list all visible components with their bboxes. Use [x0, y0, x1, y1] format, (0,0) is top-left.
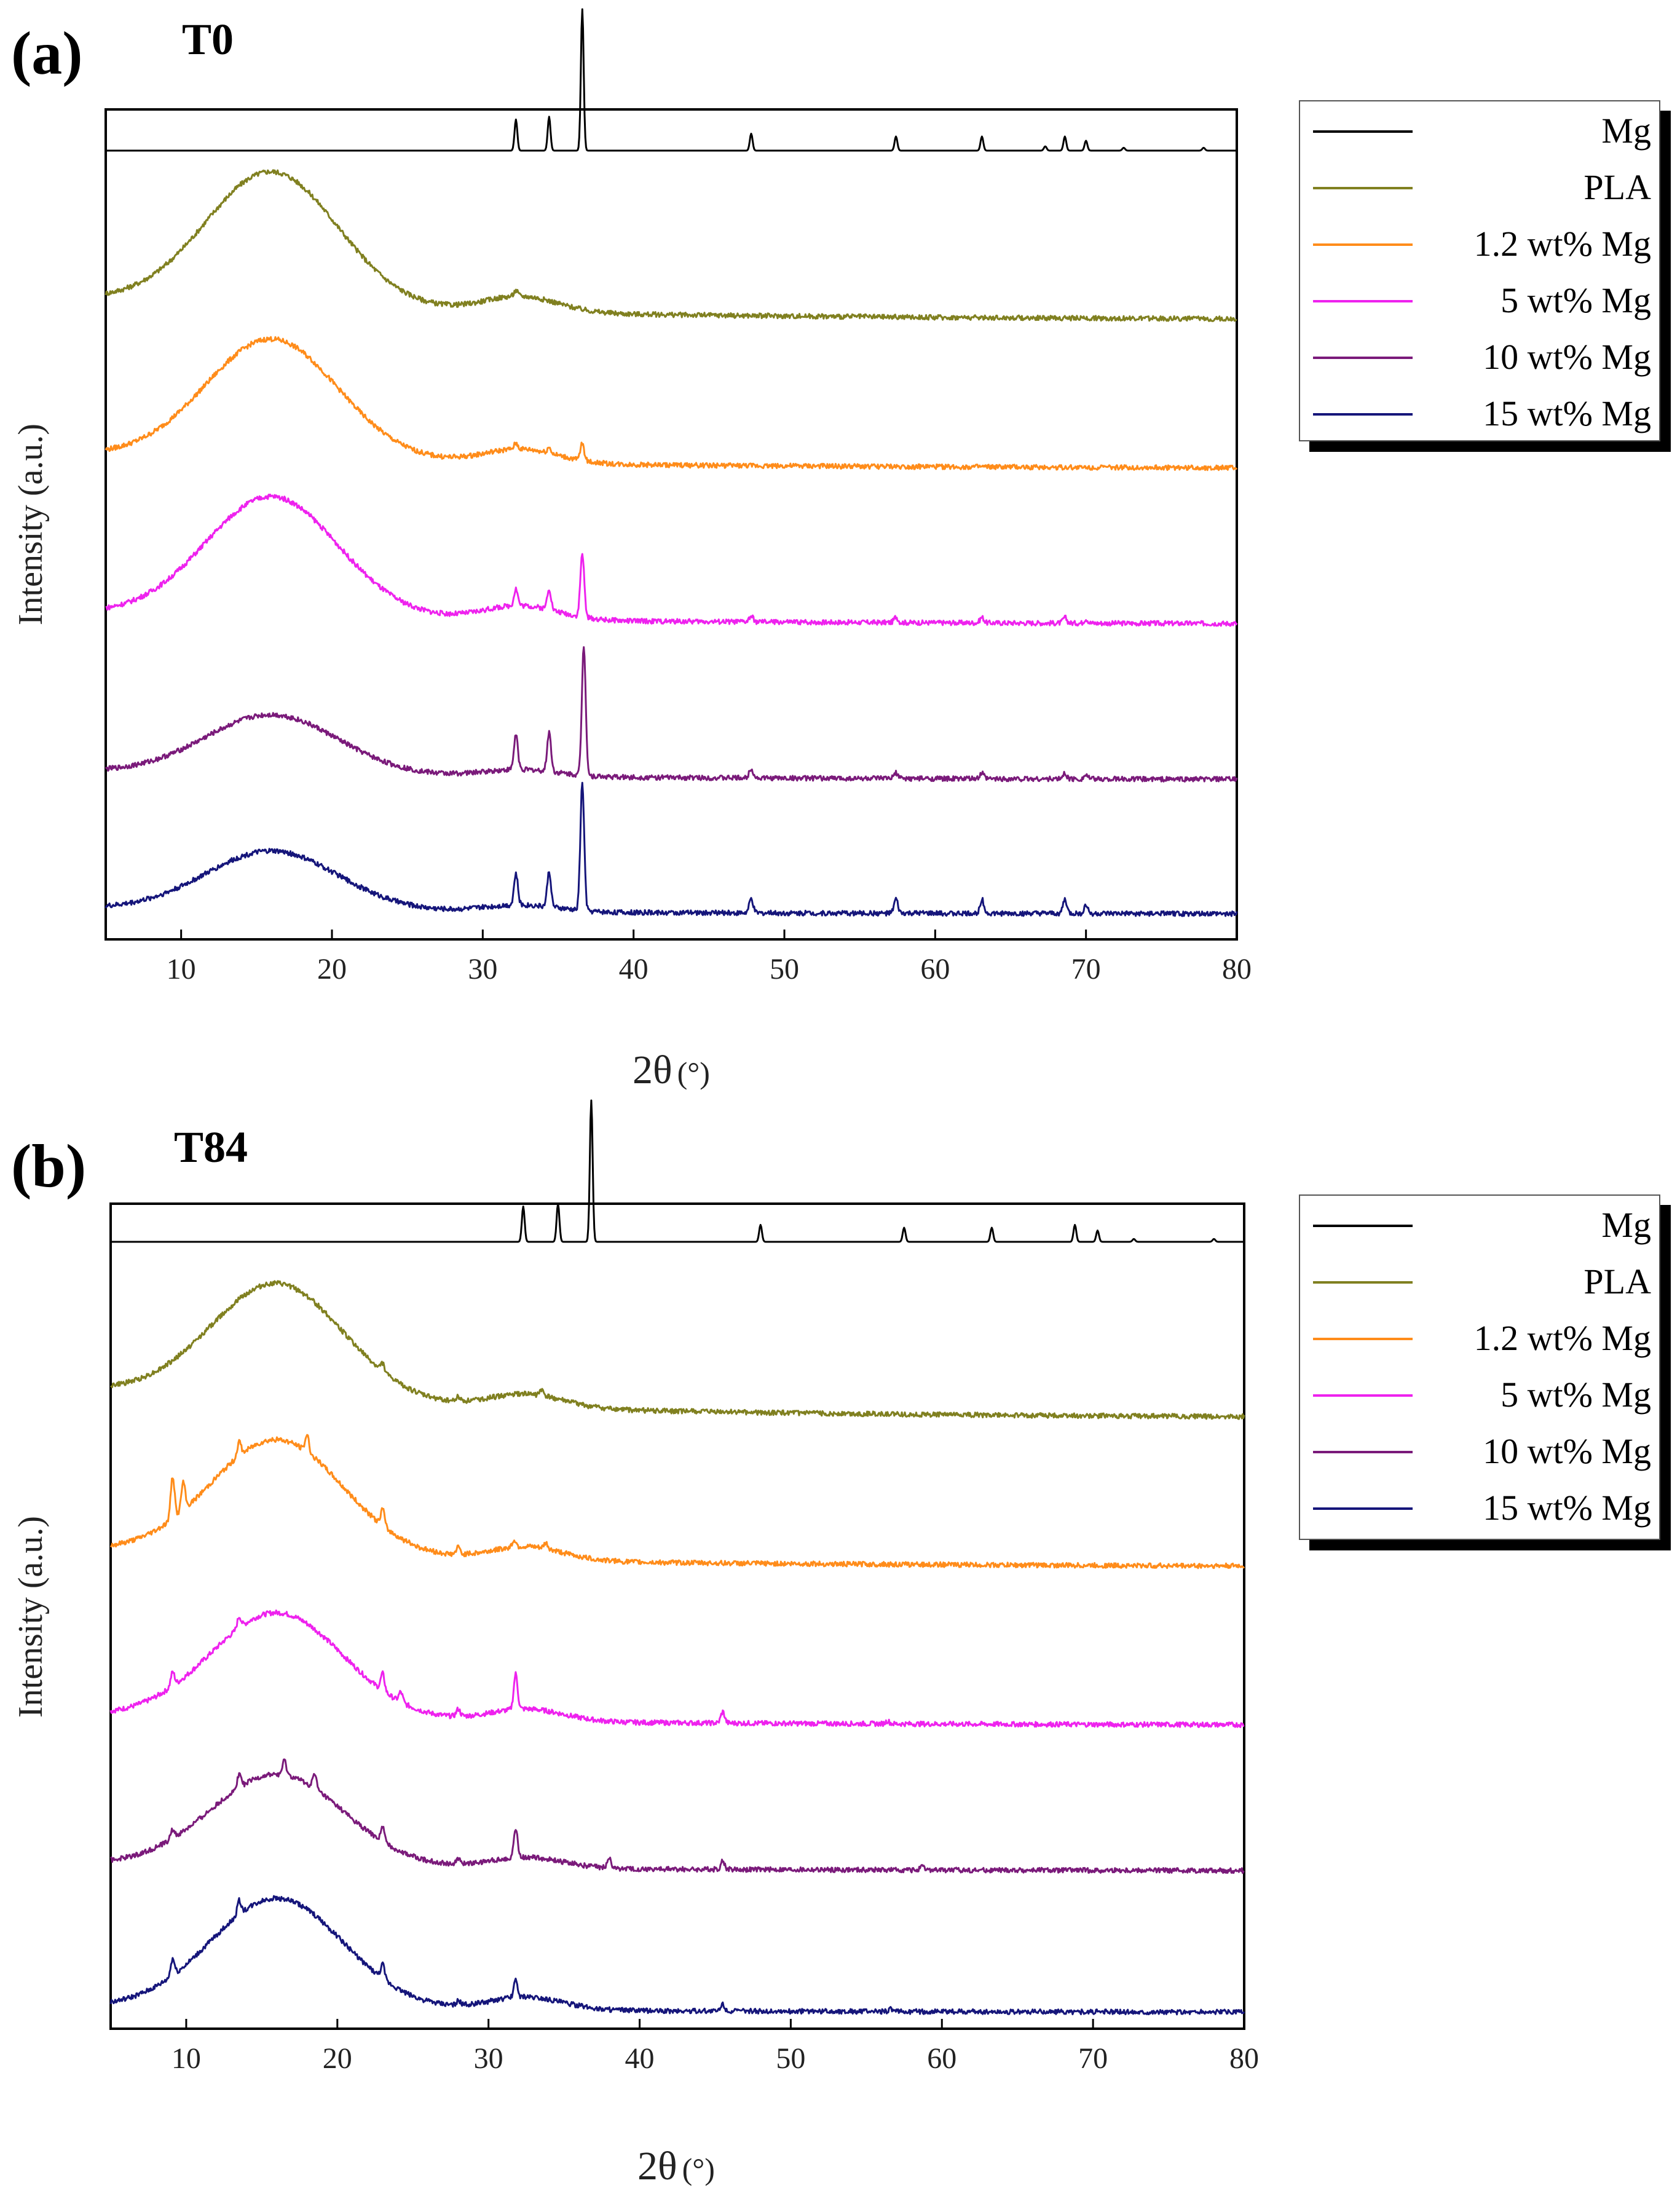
- x-axis-unit-b: (°): [682, 2152, 715, 2186]
- legend-box-a: [1299, 100, 1660, 441]
- trace-pla: [110, 1280, 1245, 1420]
- x-tick-label: 80: [1222, 953, 1252, 985]
- x-tick-label: 20: [317, 953, 347, 985]
- x-ticks-a: 10 20 30 40 50 60 70 80: [167, 930, 1252, 985]
- x-tick-label: 30: [474, 2042, 503, 2075]
- trace-5-wt-mg: [105, 493, 1238, 627]
- legend-label: Mg: [1601, 1205, 1651, 1245]
- legend-label: 15 wt% Mg: [1483, 393, 1651, 433]
- plot-frame-b: [109, 1202, 1245, 2030]
- trace-15-wt-mg: [109, 1895, 1245, 2016]
- panel-label-b: (b): [11, 1132, 86, 1200]
- x-tick-label: 50: [770, 953, 799, 985]
- x-axis-label-a: 2θ (°): [633, 1048, 710, 1092]
- x-tick-label: 70: [1078, 2042, 1108, 2075]
- x-tick-label: 30: [468, 953, 497, 985]
- y-axis-label-a: Intensity (a.u.): [12, 424, 50, 625]
- trace-pla: [105, 169, 1237, 322]
- x-axis-symbol-b: 2θ: [637, 2144, 677, 2189]
- chart-panel-a: (a) T0 10 20 30 40 50 60 70 80 Intensity (a.u.)…: [11, 8, 1671, 1092]
- x-tick-label: 40: [619, 953, 649, 985]
- x-axis-label-b: 2θ (°): [637, 2144, 715, 2189]
- legend-label: 15 wt% Mg: [1483, 1488, 1651, 1528]
- x-tick-label: 70: [1071, 953, 1101, 985]
- trace-15-wt-mg: [105, 781, 1238, 917]
- traces-a: [105, 8, 1238, 917]
- y-axis-label-b: Intensity (a.u.): [12, 1516, 50, 1718]
- panel-title-b: T84: [174, 1123, 248, 1172]
- trace-10-wt-mg: [109, 1758, 1245, 1874]
- trace-10-wt-mg: [105, 646, 1238, 783]
- trace-5-wt-mg: [109, 1609, 1245, 1728]
- legend-label: 1.2 wt% Mg: [1474, 1318, 1651, 1358]
- trace-mg: [105, 8, 1237, 152]
- x-tick-label: 40: [625, 2042, 655, 2075]
- legend-label: 10 wt% Mg: [1483, 337, 1651, 377]
- legend-label: PLA: [1583, 167, 1651, 207]
- legend-box-b: [1299, 1194, 1660, 1540]
- x-ticks-b: 10 20 30 40 50 60 70 80: [172, 2019, 1259, 2075]
- panel-title-a: T0: [182, 15, 234, 64]
- x-tick-label: 60: [920, 953, 950, 985]
- trace-1-2-wt-mg: [105, 336, 1238, 472]
- x-tick-label: 60: [927, 2042, 956, 2075]
- trace-mg: [110, 1099, 1245, 1243]
- legend-items-a: Mg PLA 1.2 wt% Mg 5 wt% Mg 10 wt% Mg 15 wt% M…: [1313, 111, 1651, 433]
- x-tick-label: 10: [167, 953, 196, 985]
- legend-items-b: Mg PLA 1.2 wt% Mg 5 wt% Mg 10 wt% Mg 15 wt% M…: [1313, 1205, 1651, 1528]
- panel-label-a: (a): [11, 19, 83, 87]
- x-axis-unit-a: (°): [677, 1056, 710, 1090]
- x-axis-symbol-a: 2θ: [633, 1048, 672, 1092]
- trace-1-2-wt-mg: [109, 1434, 1245, 1569]
- x-tick-label: 10: [172, 2042, 201, 2075]
- legend-a: Mg PLA 1.2 wt% Mg 5 wt% Mg 10 wt% Mg 15 wt% M…: [1299, 100, 1671, 452]
- x-tick-label: 50: [776, 2042, 805, 2075]
- x-tick-label: 80: [1229, 2042, 1259, 2075]
- traces-b: [109, 1099, 1245, 2016]
- legend-b: Mg PLA 1.2 wt% Mg 5 wt% Mg 10 wt% Mg 15 wt% M…: [1299, 1194, 1671, 1550]
- legend-label: Mg: [1601, 111, 1651, 151]
- legend-label: 1.2 wt% Mg: [1474, 224, 1651, 264]
- legend-label: 10 wt% Mg: [1483, 1431, 1651, 1471]
- plot-frame-a: [105, 108, 1238, 941]
- legend-label: 5 wt% Mg: [1501, 280, 1651, 320]
- x-tick-label: 20: [323, 2042, 352, 2075]
- legend-label: PLA: [1583, 1261, 1651, 1301]
- legend-label: 5 wt% Mg: [1501, 1375, 1651, 1415]
- chart-panel-b: (b) T84 10 20 30 40 50 60 70 80 Intensity (a.u.…: [11, 1099, 1671, 2189]
